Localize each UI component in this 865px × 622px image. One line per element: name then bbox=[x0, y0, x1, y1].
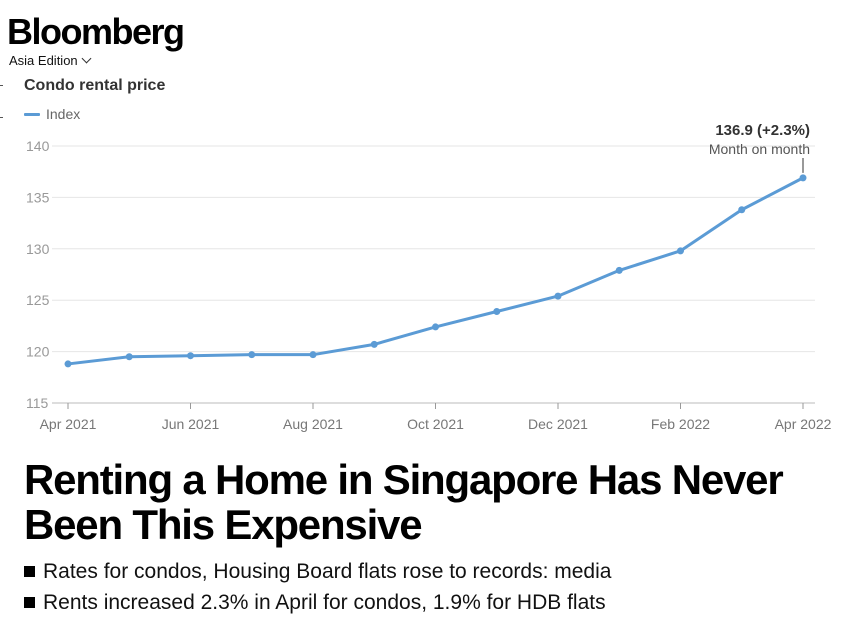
data-point bbox=[738, 206, 746, 214]
data-point bbox=[370, 340, 378, 348]
annotation-value: 136.9 (+2.3%) bbox=[715, 122, 810, 139]
legend-swatch bbox=[24, 112, 40, 116]
data-point bbox=[799, 174, 807, 182]
edition-label: Asia Edition bbox=[9, 53, 78, 68]
bullet-text: Rents increased 2.3% in April for condos… bbox=[43, 591, 606, 614]
bullet-square-icon bbox=[24, 597, 35, 608]
bloomberg-logo[interactable]: Bloomberg bbox=[7, 11, 185, 52]
legend-label: Index bbox=[46, 106, 81, 122]
y-tick-label: 140 bbox=[26, 138, 50, 154]
x-tick-label: Oct 2021 bbox=[407, 416, 464, 432]
data-point bbox=[248, 351, 256, 359]
edge-mark bbox=[0, 85, 3, 86]
bullet-square-icon bbox=[24, 566, 35, 577]
edition-selector[interactable]: Asia Edition bbox=[9, 53, 92, 68]
data-point bbox=[64, 360, 72, 368]
annotation-note: Month on month bbox=[709, 141, 810, 157]
data-point bbox=[309, 351, 317, 359]
y-tick-label: 135 bbox=[26, 189, 50, 205]
x-tick-label: Dec 2021 bbox=[528, 416, 588, 432]
data-point bbox=[432, 323, 439, 331]
bullet-item: Rents increased 2.3% in April for condos… bbox=[24, 587, 611, 618]
data-point bbox=[493, 308, 501, 316]
series-line bbox=[66, 176, 805, 366]
article-headline[interactable]: Renting a Home in Singapore Has Never Be… bbox=[24, 456, 784, 548]
bullet-text: Rates for condos, Housing Board flats ro… bbox=[43, 560, 612, 583]
bullet-item: Rates for condos, Housing Board flats ro… bbox=[24, 556, 611, 587]
data-point bbox=[615, 266, 623, 274]
y-tick-label: 125 bbox=[26, 292, 50, 308]
chart-title: Condo rental price bbox=[24, 77, 166, 94]
x-tick-label: Aug 2021 bbox=[283, 416, 343, 432]
chart-legend: Index bbox=[24, 106, 80, 122]
summary-bullets: Rates for condos, Housing Board flats ro… bbox=[24, 556, 611, 618]
x-tick-label: Feb 2022 bbox=[651, 416, 710, 432]
line-chart: 115 120 125 130 135 140 Apr 2021 Jun 2021 Aug 20… bbox=[26, 122, 832, 432]
y-tick-label: 120 bbox=[26, 344, 50, 360]
x-tick-label: Apr 2022 bbox=[775, 416, 832, 432]
y-tick-label: 115 bbox=[26, 395, 49, 411]
data-point bbox=[125, 353, 133, 361]
x-tick-label: Jun 2021 bbox=[162, 416, 220, 432]
data-point bbox=[677, 247, 684, 255]
y-tick-label: 130 bbox=[26, 241, 50, 257]
data-point bbox=[554, 292, 562, 300]
data-point bbox=[187, 352, 194, 360]
edge-mark bbox=[0, 117, 3, 118]
x-tick-label: Apr 2021 bbox=[40, 416, 97, 432]
